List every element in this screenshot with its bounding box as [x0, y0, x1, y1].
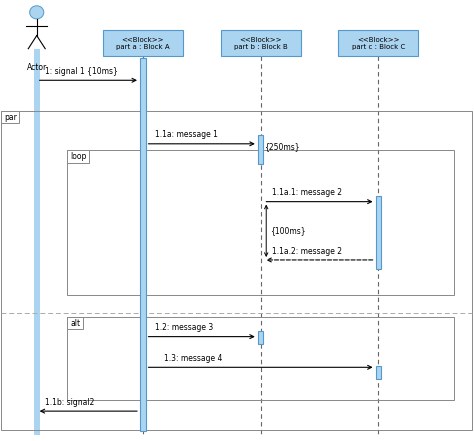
Text: Actor: Actor [27, 63, 47, 72]
Text: 1.1b: signal2: 1.1b: signal2 [45, 398, 94, 407]
Text: 1.1a.2: message 2: 1.1a.2: message 2 [273, 247, 342, 255]
Text: <<Block>>
part b : Block B: <<Block>> part b : Block B [234, 37, 287, 49]
Bar [376, 366, 381, 379]
Circle shape [30, 6, 44, 19]
Text: {100ms}: {100ms} [270, 226, 306, 235]
Bar [67, 150, 454, 295]
Bar [258, 135, 264, 164]
Bar [67, 317, 83, 329]
Bar [258, 331, 263, 344]
Bar [34, 49, 39, 435]
Bar [338, 30, 419, 56]
Bar [1, 111, 19, 123]
Text: 1.3: message 4: 1.3: message 4 [164, 354, 222, 363]
Text: 1.1a: message 1: 1.1a: message 1 [155, 131, 218, 139]
Text: alt: alt [70, 318, 81, 328]
Text: par: par [4, 112, 17, 122]
Bar [375, 196, 381, 269]
Bar [103, 30, 183, 56]
Text: {250ms}: {250ms} [264, 142, 300, 151]
Text: loop: loop [70, 152, 86, 161]
Bar [140, 58, 146, 431]
Bar [220, 30, 301, 56]
Text: 1.2: message 3: 1.2: message 3 [155, 323, 213, 332]
Bar [1, 111, 472, 430]
Text: <<Block>>
part a : Block A: <<Block>> part a : Block A [116, 37, 170, 49]
Bar [67, 150, 89, 163]
Bar [67, 317, 454, 400]
Text: <<Block>>
part c : Block C: <<Block>> part c : Block C [352, 37, 405, 49]
Text: 1.1a.1: message 2: 1.1a.1: message 2 [273, 188, 342, 197]
Text: 1: signal 1 {10ms}: 1: signal 1 {10ms} [45, 67, 118, 76]
